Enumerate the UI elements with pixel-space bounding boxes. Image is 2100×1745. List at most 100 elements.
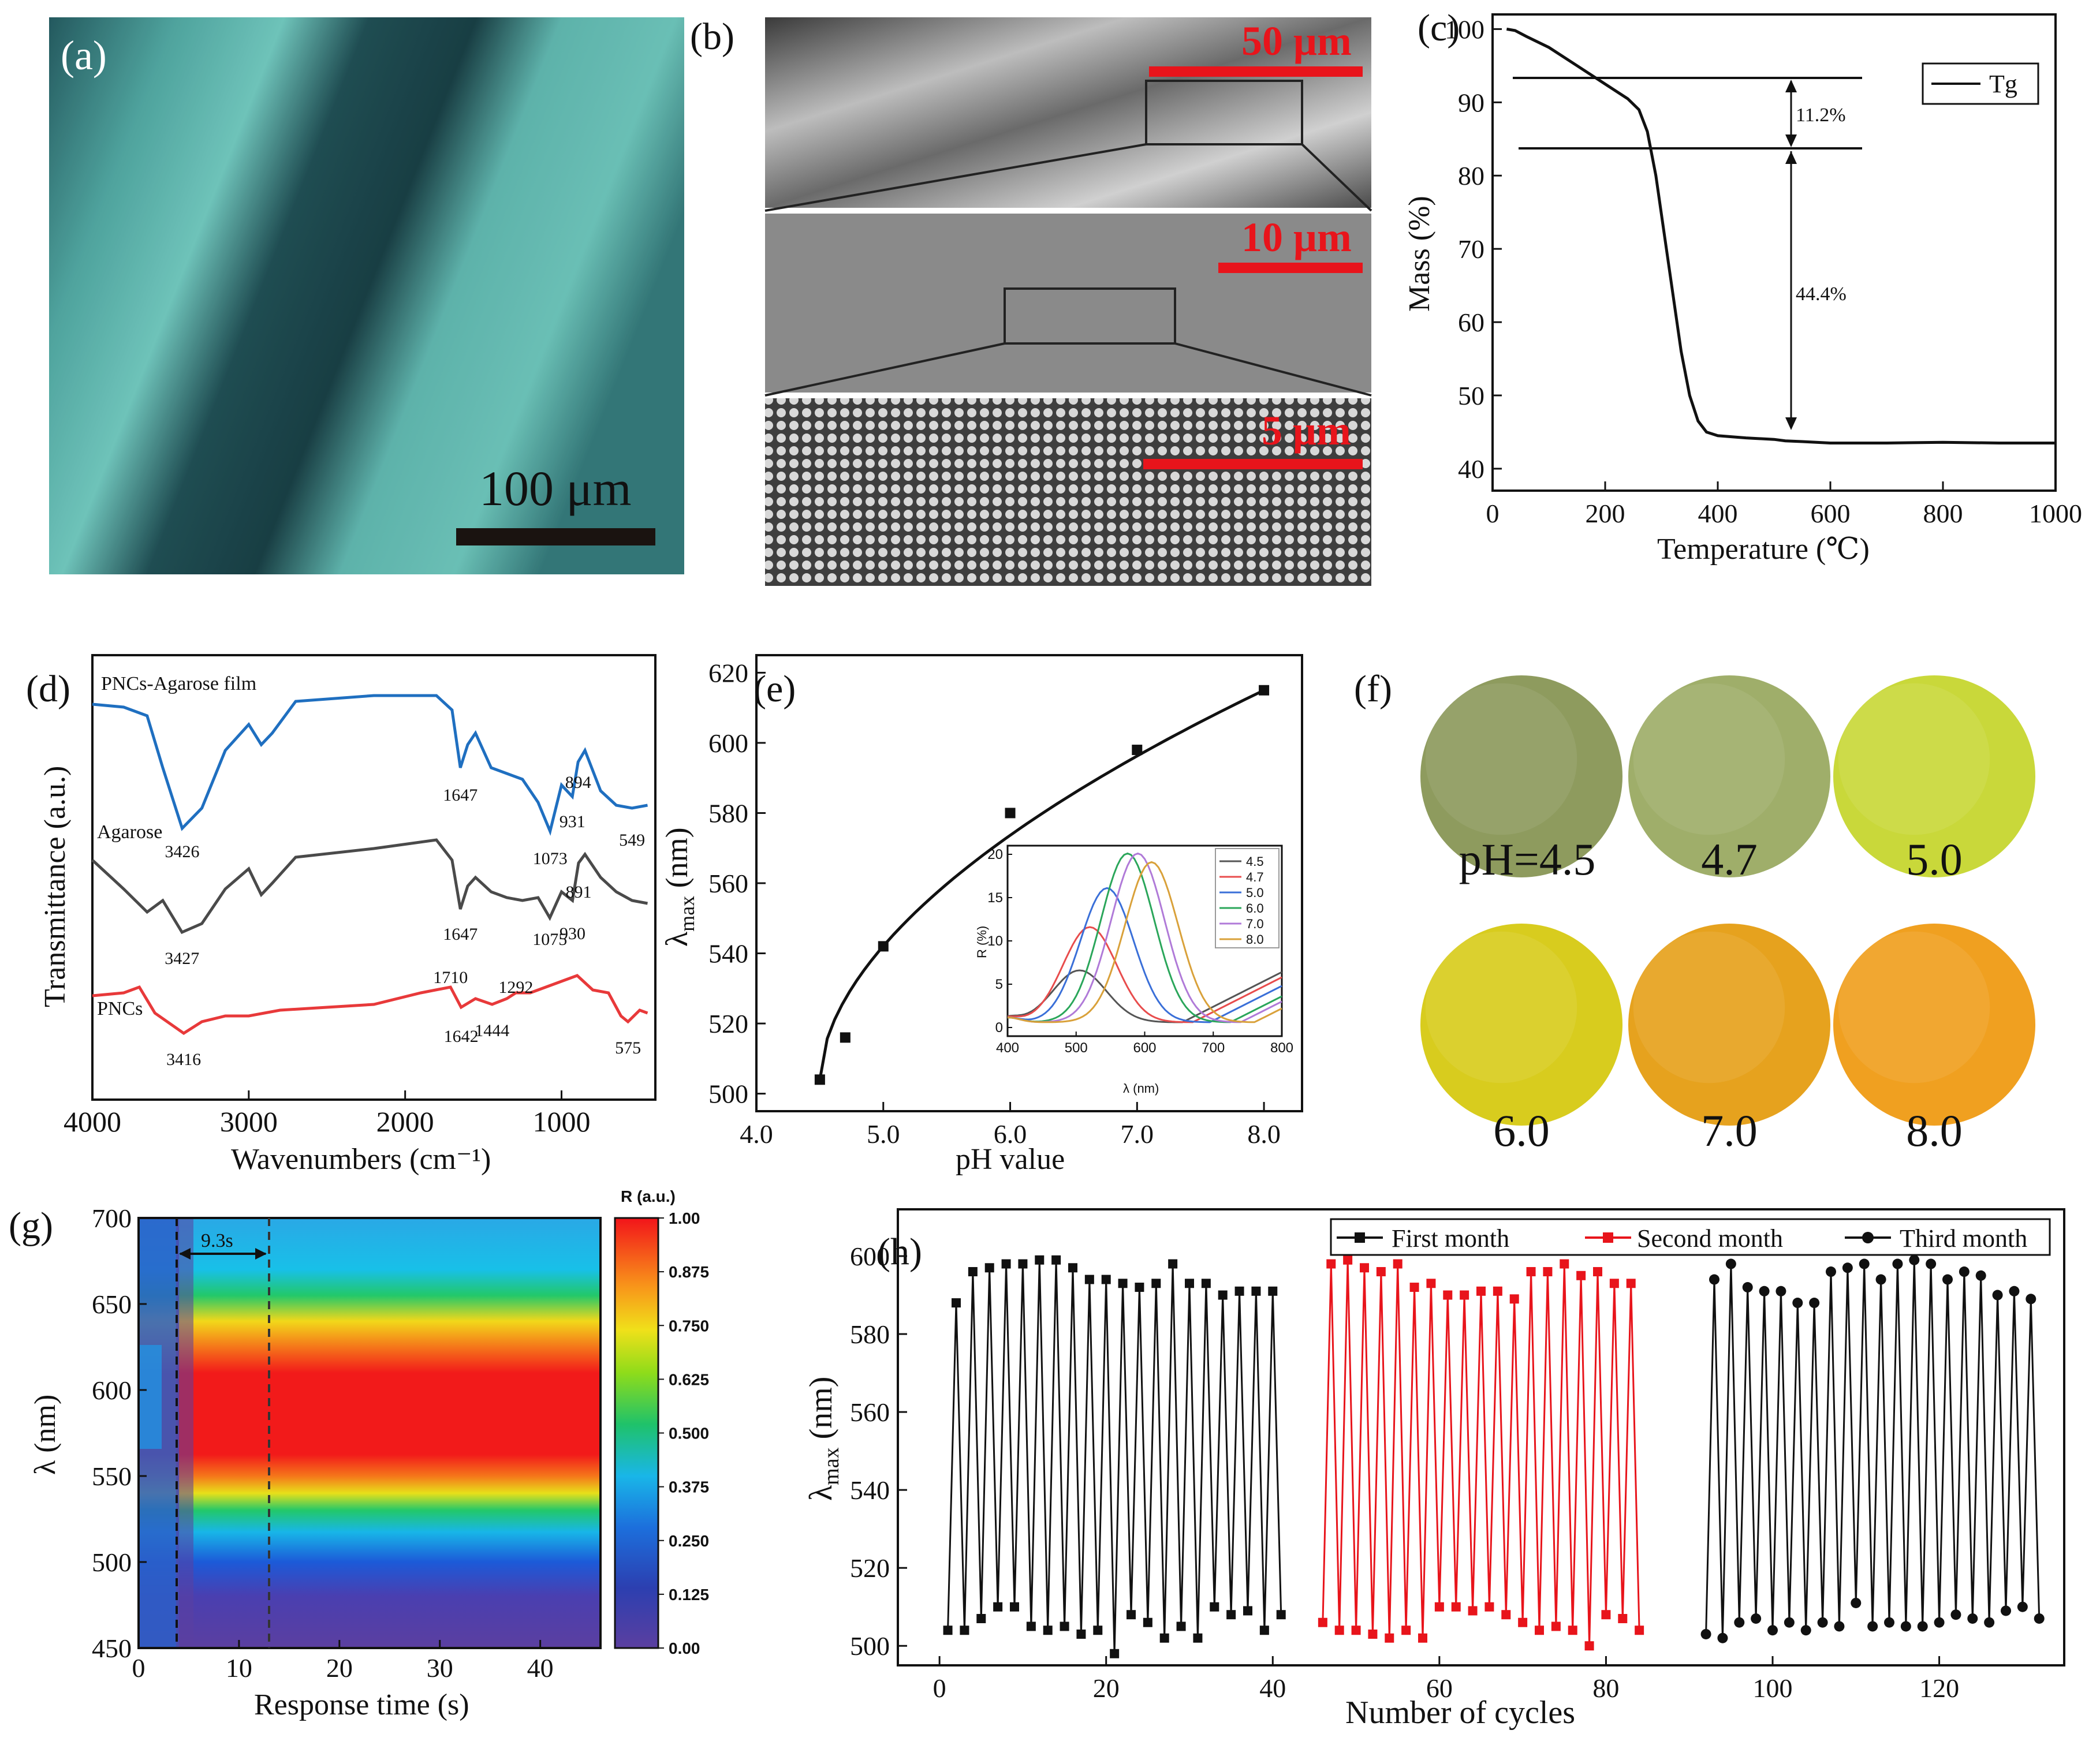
cycle-point xyxy=(976,1613,986,1623)
cycle-point xyxy=(1917,1621,1928,1632)
cycle-point xyxy=(1185,1279,1194,1288)
cycle-point xyxy=(1851,1597,1862,1608)
x-tick-label: 2000 xyxy=(376,1105,434,1138)
y-tick-label: 100 xyxy=(1445,14,1484,44)
colorbar-ticks: 1.00 0.875 0.750 0.625 0.500 0.375 0.250 0.125 0… xyxy=(658,1209,709,1657)
cycle-point xyxy=(2017,1601,2028,1612)
legend-marker-first xyxy=(1355,1232,1365,1243)
colorbar-tick-label: 0.250 xyxy=(669,1532,709,1550)
cycle-point xyxy=(1193,1633,1203,1643)
panel-label-b: (b) xyxy=(690,16,734,58)
film-photo xyxy=(1833,675,2035,877)
cycle-point xyxy=(1942,1274,1953,1285)
axis-label-x-g: Response time (s) xyxy=(254,1688,469,1721)
cycle-point xyxy=(1168,1259,1178,1269)
legend-marker-second xyxy=(1603,1232,1613,1243)
cycle-point xyxy=(1892,1258,1903,1269)
x-tick-label: 400 xyxy=(1698,499,1738,528)
x-tick-label: 1000 xyxy=(2029,499,2082,528)
sem-image-bottom xyxy=(765,398,1371,586)
cycle-point xyxy=(1734,1617,1745,1628)
cycle-point xyxy=(1118,1279,1128,1288)
cycle-point xyxy=(1451,1602,1461,1612)
inset-x-tick-label: 700 xyxy=(1202,1040,1225,1056)
tga-arrow-head xyxy=(1785,80,1797,92)
colorbar-tick-label: 0.875 xyxy=(669,1263,709,1281)
cycle-point xyxy=(943,1626,953,1635)
data-point xyxy=(878,941,889,952)
inset-y-tick-label: 15 xyxy=(987,890,1003,906)
colorbar-tick-label: 1.00 xyxy=(669,1209,700,1227)
y-tick-label: 650 xyxy=(92,1290,132,1319)
heatmap-area xyxy=(139,1218,600,1648)
cycle-point xyxy=(1084,1275,1094,1284)
series-label-agarose: Agarose xyxy=(97,821,162,843)
y-tick-label: 580 xyxy=(708,798,748,828)
y-tick-label: 620 xyxy=(708,658,748,687)
y-tick-label: 500 xyxy=(850,1631,890,1661)
inset-curves xyxy=(1007,852,1282,1023)
cycle-point xyxy=(1576,1271,1586,1280)
inset-y-tick-label: 10 xyxy=(987,933,1003,949)
y-tick-label: 600 xyxy=(708,728,748,758)
cycle-point xyxy=(1101,1275,1111,1284)
cycle-point xyxy=(1776,1286,1786,1296)
cycle-point xyxy=(2034,1613,2045,1624)
cycle-point xyxy=(1967,1613,1978,1624)
cycle-point xyxy=(1418,1633,1427,1643)
cycle-point xyxy=(1826,1266,1836,1277)
ftir-curve-pncs-agarose xyxy=(92,694,648,836)
inset-axis-label-y: R (%) xyxy=(975,926,989,958)
x-tick-label: 20 xyxy=(1093,1673,1120,1703)
inset-x-tick-label: 400 xyxy=(996,1040,1019,1056)
plot-frame-c xyxy=(1491,13,2057,492)
sem-zoom-line xyxy=(1174,342,1372,397)
cycle-point xyxy=(1959,1266,1970,1277)
cycle-point xyxy=(1243,1606,1252,1616)
peak-label: 1073 xyxy=(533,849,568,868)
cycle-point xyxy=(1018,1259,1028,1269)
y-tick-label: 450 xyxy=(92,1634,132,1663)
legend-label-second: Second month xyxy=(1637,1224,1783,1253)
sem-scale-bar-50um xyxy=(1149,66,1363,77)
sem-image-mid xyxy=(765,214,1371,393)
cycle-point xyxy=(1992,1290,2003,1301)
inset-curve xyxy=(1007,926,1282,1023)
panel-label-e: (e) xyxy=(754,668,796,710)
cycle-point xyxy=(1476,1286,1486,1296)
colorbar-tick-label: 0.500 xyxy=(669,1425,709,1443)
film-photo-label: 6.0 xyxy=(1493,1105,1550,1156)
panel-a: (a) 100 μm xyxy=(49,17,684,574)
panel-label-f: (f) xyxy=(1354,668,1392,710)
cycle-point xyxy=(960,1626,969,1635)
y-tick-label: 560 xyxy=(850,1398,890,1427)
cycle-point xyxy=(1884,1617,1894,1628)
peak-label: 3427 xyxy=(165,949,199,968)
cycle-point xyxy=(2001,1605,2011,1616)
cycle-point xyxy=(1593,1267,1602,1277)
tga-curve xyxy=(1506,27,2056,444)
cycle-ticks: 0 20 40 60 80 100 120 500 520 540 560 580 600 xyxy=(850,1242,1959,1703)
cycle-point xyxy=(1234,1286,1244,1296)
micrograph-highlight xyxy=(49,17,684,574)
peak-label: 1642 xyxy=(444,1027,479,1046)
data-point xyxy=(1259,685,1270,696)
tga-annotation-444: 44.4% xyxy=(1796,283,1847,305)
colorbar-tick-label: 0.375 xyxy=(669,1478,709,1496)
panel-label-h: (h) xyxy=(878,1231,922,1273)
cycle-point xyxy=(1560,1259,1569,1269)
legend-label-third: Third month xyxy=(1900,1224,2027,1253)
cycle-point xyxy=(1584,1641,1594,1651)
x-tick-label: 100 xyxy=(1753,1673,1793,1703)
cycle-point xyxy=(1601,1610,1611,1620)
cycle-point xyxy=(1501,1610,1511,1620)
cycle-point xyxy=(1742,1282,1753,1293)
cycle-point xyxy=(1343,1255,1353,1265)
plot-frame-d xyxy=(91,654,657,1101)
tga-arrow-head xyxy=(1785,134,1797,147)
sem-zoom-line xyxy=(764,143,1147,212)
panel-label-a: (a) xyxy=(61,32,107,79)
panel-label-c: (c) xyxy=(1418,7,1460,49)
peak-label: 1710 xyxy=(433,968,468,987)
